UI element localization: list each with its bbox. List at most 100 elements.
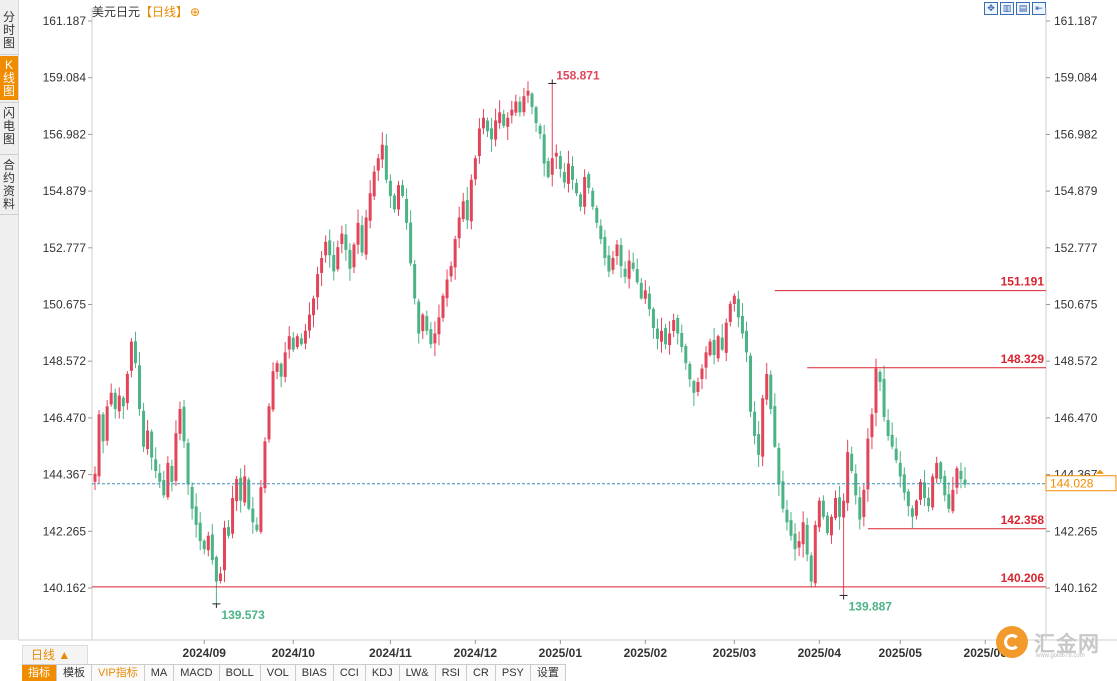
candle-body (732, 295, 736, 304)
candle-body (607, 255, 611, 272)
candle-body (291, 337, 295, 350)
tab-separator (0, 102, 18, 103)
menu-item-rsi-11[interactable]: RSI (435, 664, 467, 681)
candle-body (558, 156, 562, 169)
brand-name: 汇金网 (1034, 633, 1100, 656)
candle-body (194, 506, 198, 525)
menu-item-lw-10[interactable]: LW& (399, 664, 436, 681)
menu-item-macd-4[interactable]: MACD (174, 664, 220, 681)
candle-body (789, 520, 793, 536)
x-tick-label: 2025/02 (624, 646, 668, 660)
candle-body (271, 371, 275, 410)
menu-item-boll-5[interactable]: BOLL (219, 664, 261, 681)
candle-body (202, 540, 206, 550)
menu-item-psy-13[interactable]: PSY (495, 664, 531, 681)
candle-body (368, 193, 372, 221)
tab-2[interactable]: 闪电图 (2, 106, 15, 146)
indicator-menu-bar: 指标 模板 VIP指标 MA MACD BOLL VOL BIAS CCI KDJ LW& RSI CR… (22, 664, 566, 681)
y-tick-label-right: 154.879 (1054, 184, 1098, 198)
candle-body (150, 431, 154, 458)
menu-item--1[interactable]: 模板 (57, 664, 92, 681)
candle-body (307, 314, 311, 331)
candle-body (388, 180, 392, 196)
candle-body (380, 144, 384, 160)
candle-body (332, 254, 336, 272)
candle-body (283, 352, 287, 377)
candle-body (566, 163, 570, 184)
menu-item--0[interactable]: 指标 (22, 664, 57, 681)
menu-item-cr-12[interactable]: CR (466, 664, 496, 681)
menu-item-bias-7[interactable]: BIAS (295, 664, 334, 681)
candle-body (413, 264, 417, 299)
candle-body (231, 497, 235, 534)
candle-body (728, 303, 732, 322)
candle-body (138, 365, 142, 409)
candle-body (437, 317, 441, 335)
candle-body (639, 282, 643, 299)
candle-body (142, 410, 146, 447)
candle-body (947, 494, 951, 509)
candle-body (668, 333, 672, 346)
candle-body (105, 406, 109, 441)
candle-body (720, 337, 724, 350)
candle-body (700, 368, 704, 379)
candle-body (433, 333, 437, 344)
candle-body (603, 236, 607, 258)
candle-body (838, 497, 842, 517)
current-price-arrow-icon (1096, 469, 1104, 474)
menu-item-kdj-9[interactable]: KDJ (365, 664, 400, 681)
menu-item-cci-8[interactable]: CCI (333, 664, 366, 681)
candle-body (255, 524, 259, 531)
y-tick-label-left: 161.187 (43, 14, 87, 28)
candle-body (320, 257, 324, 273)
candle-body (259, 487, 263, 532)
candle-body (684, 346, 688, 364)
candle-body (490, 128, 494, 140)
candle-body (809, 555, 813, 582)
candle-body (336, 247, 340, 270)
candle-body (757, 434, 761, 455)
candle-body (834, 497, 838, 519)
left-tab-strip (0, 0, 19, 640)
candle-body (498, 112, 502, 124)
menu-item-vip-2[interactable]: VIP指标 (92, 664, 145, 681)
candle-body (655, 328, 659, 339)
zoom-in-icon[interactable]: ▥ (1000, 2, 1014, 15)
candle-body (615, 244, 619, 257)
tab-3[interactable]: 合约资料 (2, 158, 15, 211)
tab-separator (0, 154, 18, 155)
candle-body (190, 486, 194, 509)
menu-item--14[interactable]: 设置 (530, 664, 566, 681)
candle-body (918, 481, 922, 500)
candle-body (676, 318, 680, 334)
candle-body (692, 381, 696, 393)
current-price-label: 144.028 (1050, 477, 1094, 491)
candle-body (182, 406, 186, 442)
candle-body (502, 114, 506, 126)
candle-body (821, 500, 825, 517)
menu-item-vol-6[interactable]: VOL (260, 664, 296, 681)
y-tick-label-right: 146.470 (1054, 411, 1098, 425)
period-selector[interactable]: 日线 ▲ (22, 645, 88, 665)
tab-0[interactable]: 分时图 (2, 10, 15, 50)
candle-body (660, 330, 664, 342)
candle-body (716, 336, 720, 359)
level-label: 142.358 (1001, 513, 1045, 527)
candle-body (801, 522, 805, 545)
candle-body (522, 96, 526, 113)
candle-body (664, 327, 668, 345)
candle-body (170, 465, 174, 482)
zoom-in-icon[interactable]: ⊕ (190, 5, 201, 19)
menu-item-ma-3[interactable]: MA (144, 664, 175, 681)
candle-body (959, 470, 963, 480)
zoom-out-icon[interactable]: ▤ (1016, 2, 1030, 15)
candle-body (623, 268, 627, 277)
move-icon[interactable]: ✥ (984, 2, 998, 15)
candle-body (514, 101, 518, 113)
candle-body (166, 462, 170, 498)
candle-body (469, 179, 473, 222)
candle-body (781, 481, 785, 509)
candle-body (651, 308, 655, 329)
